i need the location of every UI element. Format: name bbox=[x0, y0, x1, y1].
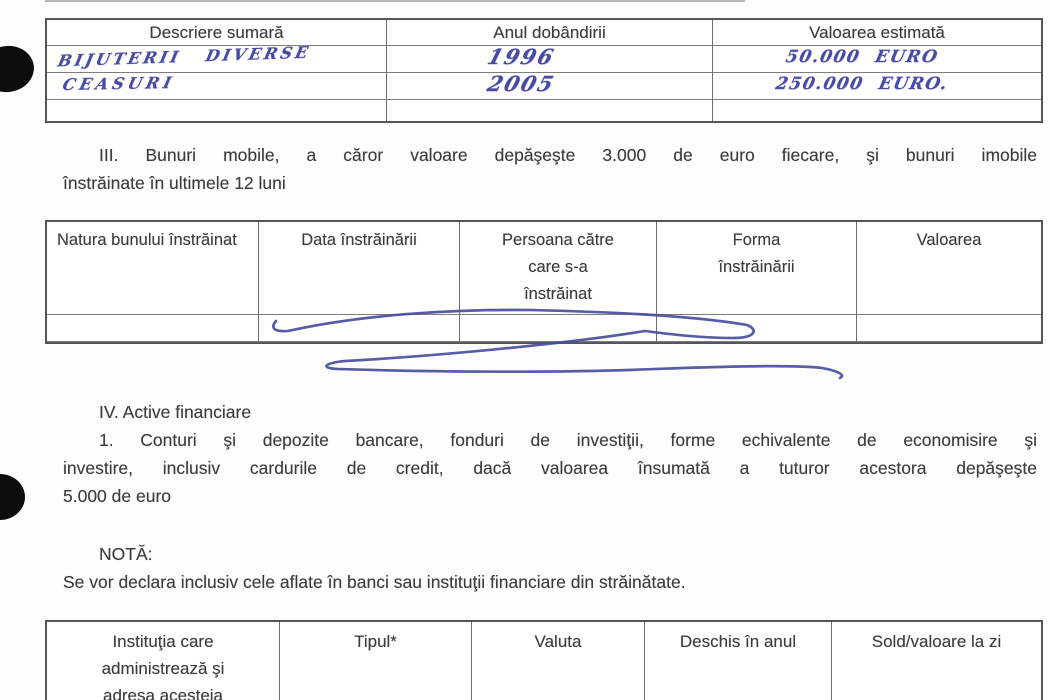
column-header: Forma înstrăinării bbox=[657, 222, 857, 315]
paragraph-line: III. Bunuri mobile, a căror valoare depă… bbox=[99, 145, 1037, 165]
column-header: Sold/valoare la zi bbox=[832, 622, 1041, 700]
column-header: Natura bunului înstrăinat bbox=[47, 222, 259, 315]
table-cell bbox=[387, 100, 713, 121]
section-iv-title: IV. Active financiare bbox=[99, 402, 252, 422]
table-cell bbox=[657, 315, 857, 342]
table-cell: BIJUTERII DIVERSE bbox=[47, 42, 387, 73]
page-edge-artifact bbox=[45, 0, 745, 2]
valuables-table: Descriere sumară Anul dobândirii Valoare… bbox=[45, 18, 1043, 123]
handwritten-entry: 1996 bbox=[484, 43, 559, 69]
table-cell: 1996 bbox=[387, 43, 713, 73]
nota-label: NOTĂ: bbox=[99, 544, 153, 564]
nota-text: Se vor declara inclusiv cele aflate în b… bbox=[63, 572, 686, 592]
column-header: Deschis în anul bbox=[645, 622, 832, 700]
column-header: Valoarea bbox=[857, 222, 1041, 315]
table-cell bbox=[47, 315, 259, 342]
hole-punch bbox=[0, 474, 25, 520]
table-cell: 250.000 EURO. bbox=[713, 73, 1041, 100]
table-cell bbox=[713, 100, 1041, 121]
section-iv-block: IV. Active financiare 1. Conturi şi depo… bbox=[63, 398, 1037, 596]
financial-accounts-table: Instituţia care administrează şi adresa … bbox=[45, 620, 1043, 700]
paragraph-line: investire, inclusiv cardurile de credit,… bbox=[63, 458, 1037, 478]
handwritten-entry: CEASURI bbox=[60, 72, 178, 94]
table-cell bbox=[47, 100, 387, 121]
paragraph-line: înstrăinate în ultimele 12 luni bbox=[63, 173, 286, 193]
table-cell: CEASURI bbox=[47, 73, 387, 100]
alienated-goods-table: Natura bunului înstrăinat Data înstrăină… bbox=[45, 220, 1043, 344]
paragraph-line: 1. Conturi şi depozite bancare, fonduri … bbox=[99, 430, 1037, 450]
column-header: Valuta bbox=[472, 622, 645, 700]
hole-punch bbox=[0, 42, 37, 96]
paragraph-line: 5.000 de euro bbox=[63, 486, 172, 506]
column-header: Persoana către care s-a înstrăinat bbox=[460, 222, 657, 315]
handwritten-entry: BIJUTERII DIVERSE bbox=[56, 42, 313, 70]
column-header: Data înstrăinării bbox=[259, 222, 460, 315]
table-cell bbox=[857, 315, 1041, 342]
table-cell: 2005 bbox=[387, 70, 713, 100]
column-header: Instituţia care administrează şi adresa … bbox=[47, 622, 280, 700]
handwritten-entry: 50.000 EURO bbox=[783, 46, 941, 67]
column-header: Tipul* bbox=[280, 622, 472, 700]
table-cell bbox=[259, 315, 460, 342]
section-iii-paragraph: III. Bunuri mobile, a căror valoare depă… bbox=[63, 141, 1037, 197]
table-cell: 50.000 EURO bbox=[713, 46, 1041, 73]
table-cell bbox=[460, 315, 657, 342]
column-header: Valoarea estimată bbox=[713, 20, 1041, 46]
handwritten-entry: 2005 bbox=[484, 70, 559, 96]
column-header: Descriere sumară bbox=[47, 20, 387, 46]
handwritten-entry: 250.000 EURO. bbox=[773, 73, 951, 94]
column-header: Anul dobândirii bbox=[387, 20, 713, 46]
